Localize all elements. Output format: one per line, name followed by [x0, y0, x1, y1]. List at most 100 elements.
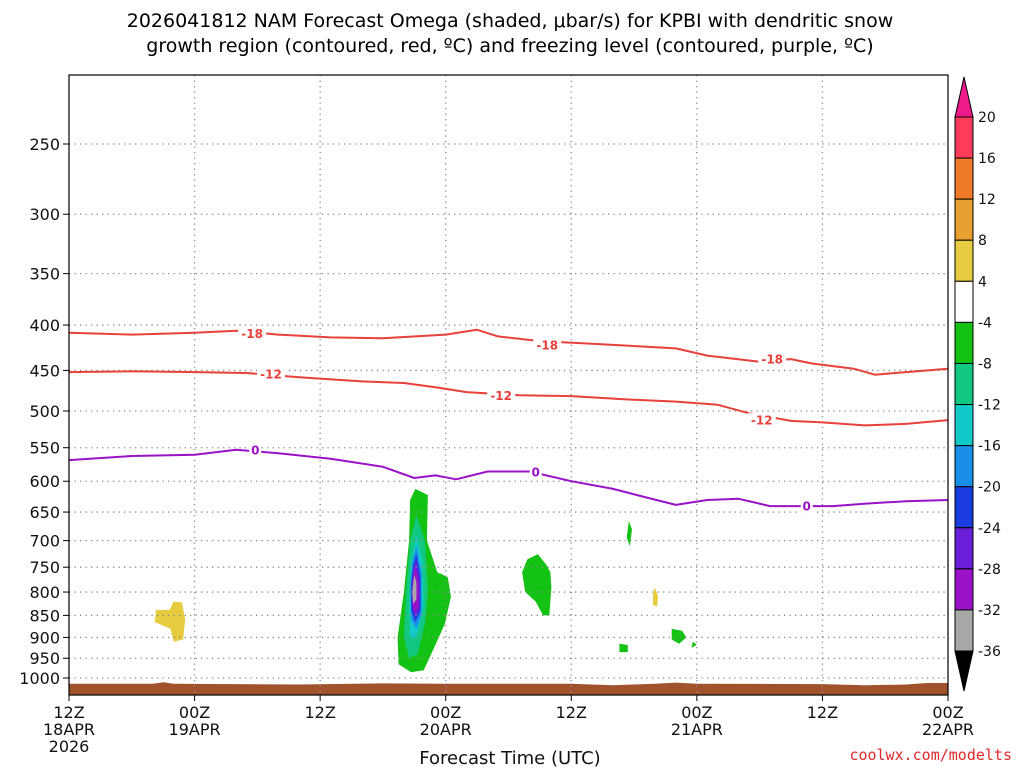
colorbar-bottom-arrow: [954, 650, 974, 692]
contour-label-bg-7: [529, 465, 542, 480]
x-tick-label-48-0: 12Z: [556, 703, 587, 722]
omega-region-12: [691, 641, 697, 648]
ground-fill: [69, 682, 948, 695]
y-tick-label-550: 550: [29, 439, 60, 458]
contour-label-7: 0: [532, 466, 540, 480]
colorbar-swatch-10: [954, 527, 974, 570]
omega-region-13: [619, 643, 628, 653]
y-tick-label-300: 300: [29, 205, 60, 224]
omega-region-7: [412, 574, 417, 604]
x-tick-label-0-0: 12Z: [53, 703, 84, 722]
colorbar-swatch-1: [954, 157, 974, 200]
colorbar-swatch-2: [954, 198, 974, 241]
omega-region-14: [154, 601, 186, 642]
y-tick-label-400: 400: [29, 316, 60, 335]
colorbar: 20 16 12 8 4 -4 -8 -12 -16 -20 -24 -28 -32 -36: [954, 76, 1001, 692]
contour-label-3: -12: [260, 367, 282, 381]
colorbar-swatch-9: [954, 486, 974, 529]
contour-label-bg-6: [249, 442, 262, 457]
colorbar-swatch-12: [954, 609, 974, 652]
omega-region-8: [431, 573, 448, 640]
colorbar-label-4: 4: [978, 274, 987, 290]
y-tick-label-450: 450: [29, 361, 60, 380]
x-tick-label-12-1: 19APR: [169, 720, 221, 739]
colorbar-label-8: -16: [978, 439, 1001, 455]
contour-line-2: [68, 448, 949, 508]
contour-line-0: [68, 328, 949, 376]
y-tick-label-750: 750: [29, 558, 60, 577]
x-tick-label-12-0: 00Z: [179, 703, 210, 722]
colorbar-swatch-11: [954, 568, 974, 611]
colorbar-swatch-3: [954, 239, 974, 282]
colorbar-label-2: 12: [978, 192, 996, 208]
y-tick-label-600: 600: [29, 472, 60, 491]
colorbar-label-5: -4: [978, 315, 992, 331]
x-tick-label-60-0: 00Z: [681, 703, 712, 722]
y-tick-label-850: 850: [29, 606, 60, 625]
contour-line-1: [68, 370, 949, 427]
grid-lines: [69, 75, 948, 695]
omega-region-10: [626, 520, 632, 547]
ground-surface: [69, 682, 948, 695]
contour-label-bg-5: [747, 413, 776, 428]
colorbar-swatch-8: [954, 445, 974, 488]
colorbar-swatch-6: [954, 362, 974, 406]
omega-region-11: [671, 628, 687, 644]
x-tick-label-24-0: 12Z: [304, 703, 335, 722]
colorbar-label-7: -12: [978, 398, 1001, 414]
y-tick-label-1000: 1000: [19, 669, 60, 688]
x-tick-label-72-0: 12Z: [807, 703, 838, 722]
colorbar-label-9: -20: [978, 480, 1001, 496]
omega-region-15: [652, 587, 659, 607]
x-tick-label-0-1: 18APR: [43, 720, 95, 739]
colorbar-label-10: -24: [978, 521, 1001, 537]
y-tick-label-800: 800: [29, 583, 60, 602]
contour-label-bg-8: [800, 499, 813, 514]
y-tick-label-500: 500: [29, 402, 60, 421]
y-tick-label-250: 250: [29, 135, 60, 154]
x-tick-label-84-0: 00Z: [932, 703, 963, 722]
colorbar-label-13: -36: [978, 644, 1001, 660]
x-axis-title: Forecast Time (UTC): [419, 748, 600, 768]
x-tick-label-60-1: 21APR: [671, 720, 723, 739]
x-tick-label-36-0: 00Z: [430, 703, 461, 722]
x-tick-label-84-1: 22APR: [922, 720, 974, 739]
credit-text: coolwx.com/modelts: [849, 746, 1012, 764]
contour-label-8: 0: [803, 500, 811, 514]
colorbar-label-3: 8: [978, 233, 987, 249]
contour-label-0: -18: [241, 327, 263, 341]
contour-label-2: -18: [761, 353, 783, 367]
omega-region-9: [522, 554, 552, 616]
contour-label-bg-0: [238, 326, 267, 341]
colorbar-label-11: -28: [978, 562, 1001, 578]
omega-shading: [154, 488, 697, 673]
chart-title-line-1: 2026041812 NAM Forecast Omega (shaded, μ…: [127, 10, 894, 32]
contour-label-bg-2: [758, 352, 787, 367]
colorbar-swatch-0: [954, 116, 974, 159]
colorbar-label-1: 16: [978, 151, 996, 167]
plot-frame: [68, 74, 949, 696]
colorbar-label-12: -32: [978, 603, 1001, 619]
colorbar-label-6: -8: [978, 356, 992, 372]
contour-label-bg-3: [256, 366, 285, 381]
y-tick-label-900: 900: [29, 628, 60, 647]
colorbar-swatch-5: [954, 321, 974, 364]
contour-label-1: -18: [536, 338, 558, 352]
colorbar-label-0: 20: [978, 110, 996, 126]
x-tick-label-0-2: 2026: [49, 737, 90, 756]
contour-label-bg-4: [487, 388, 516, 403]
contour-label-bg-1: [533, 337, 562, 352]
contour-labels: -18 -18 -18 -12 -12 -12 0 0 0: [238, 326, 813, 514]
colorbar-swatch-7: [954, 404, 974, 447]
contour-label-6: 0: [251, 443, 259, 457]
chart-title-line-2: growth region (contoured, red, ºC) and f…: [146, 35, 873, 57]
colorbar-top-arrow: [954, 76, 974, 118]
y-tick-label-350: 350: [29, 265, 60, 284]
contour-label-4: -12: [490, 389, 512, 403]
contour-label-5: -12: [751, 414, 773, 428]
y-tick-label-700: 700: [29, 532, 60, 551]
y-axis-ticks: 250 300 350 400 450 500 550 600 650 700 750 800 850 9…: [19, 135, 69, 688]
contour-lines: [68, 328, 949, 508]
